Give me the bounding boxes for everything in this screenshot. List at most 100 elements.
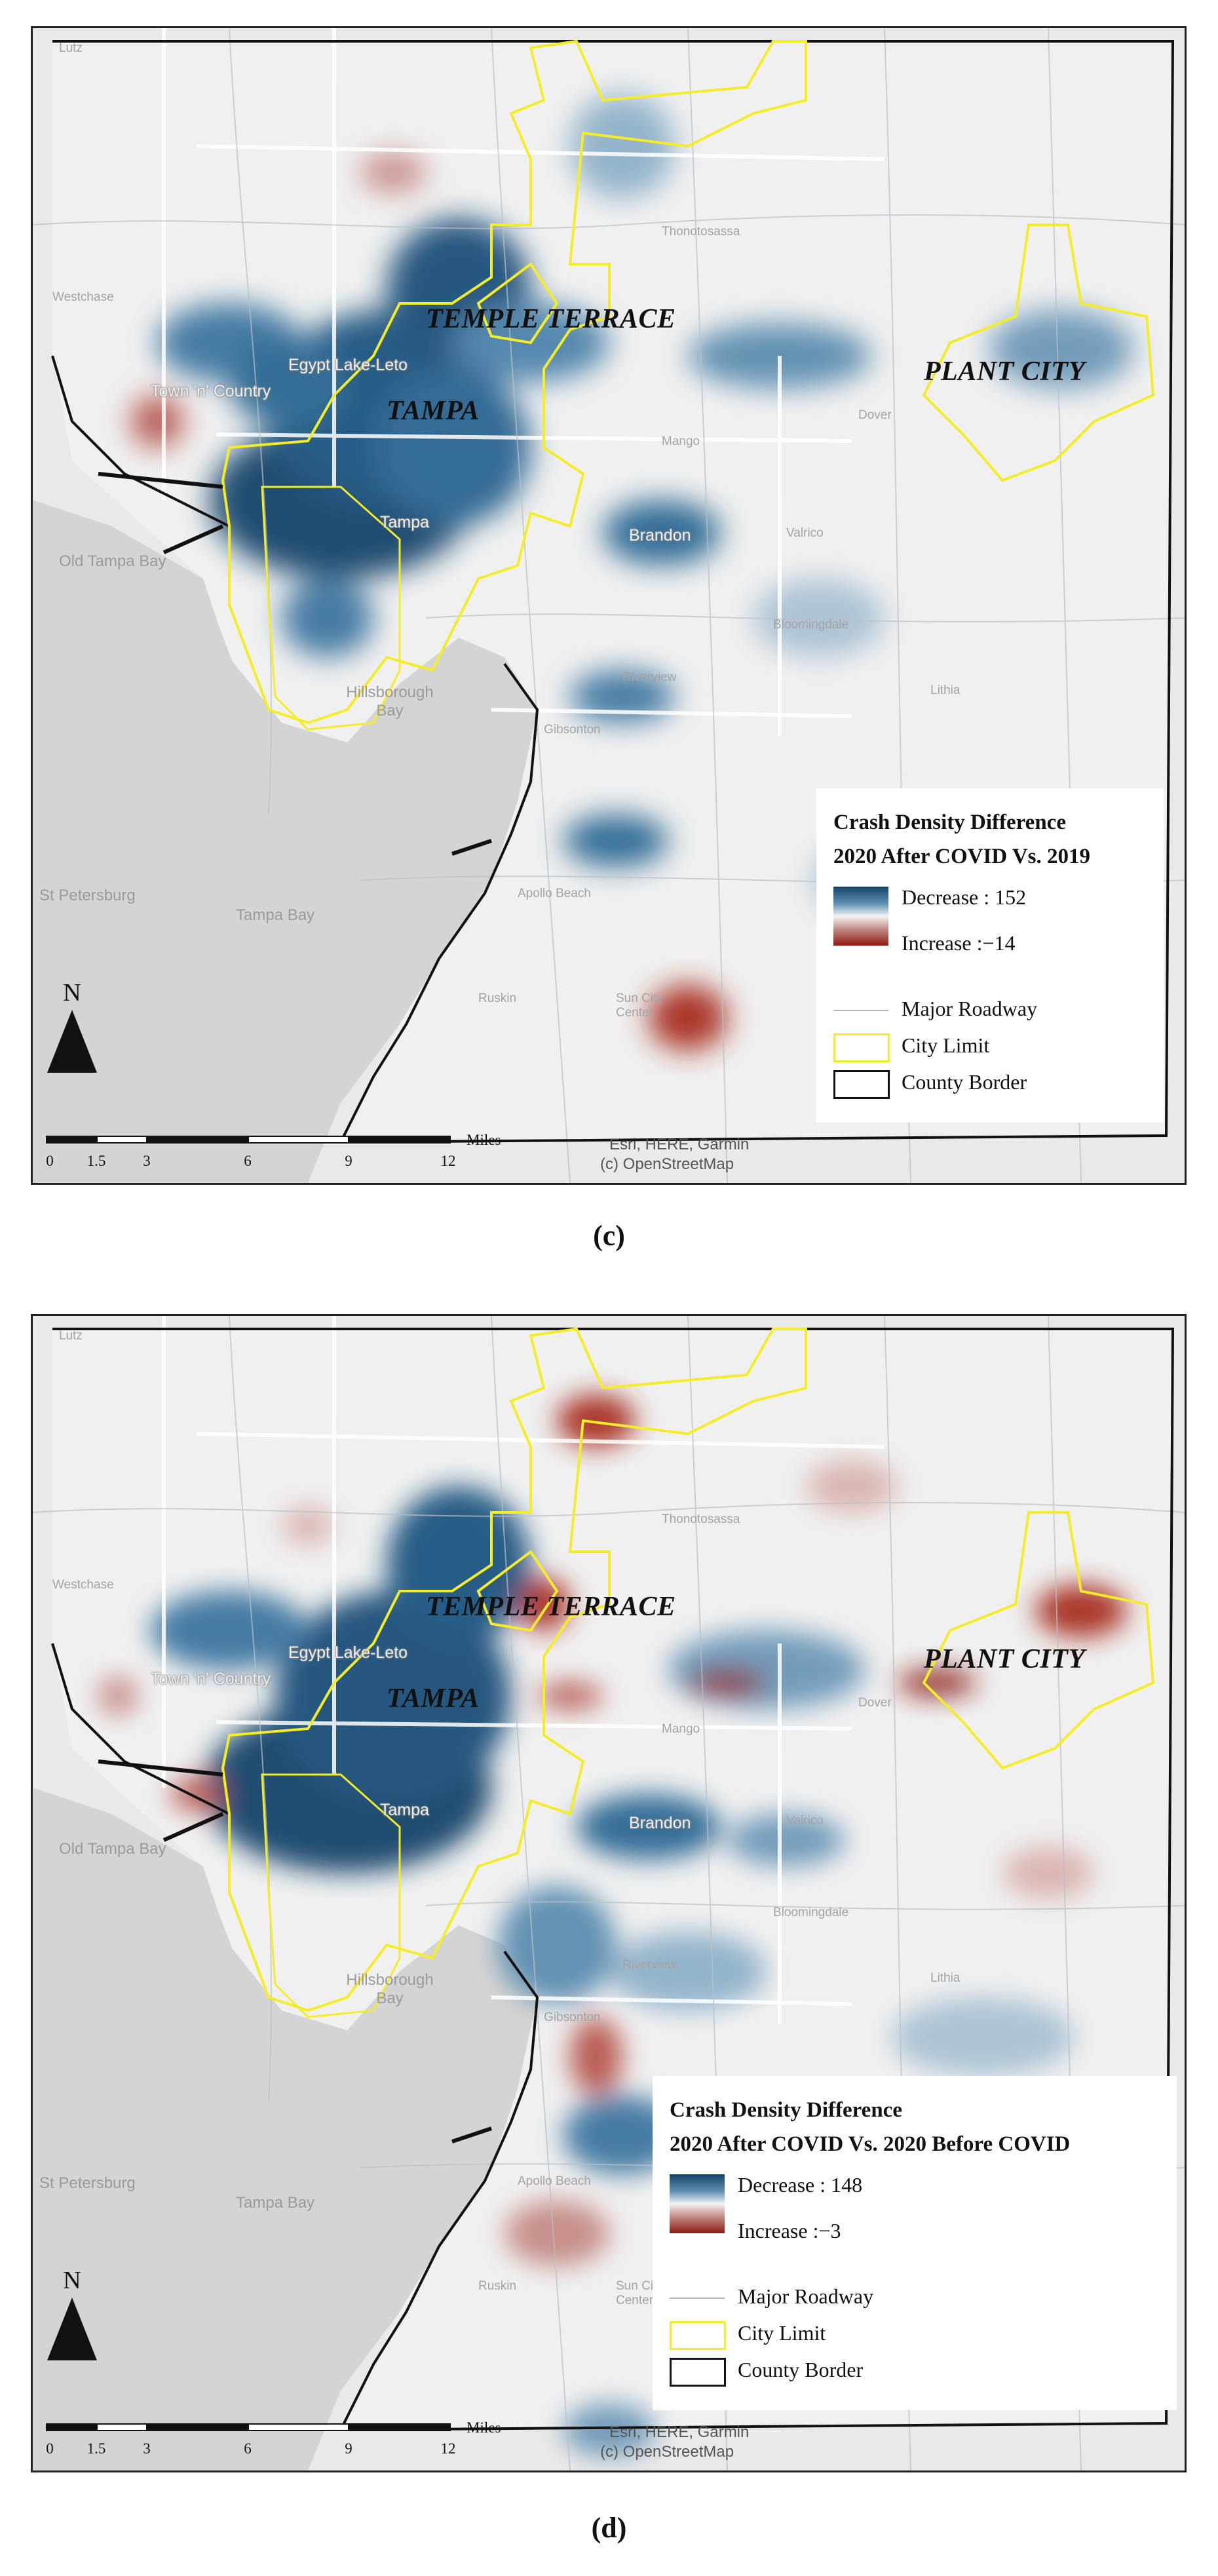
place-apollo-beach: Apollo Beach <box>518 887 591 900</box>
scale-tick: 1.5 <box>86 2440 106 2457</box>
scale-tick: 1.5 <box>86 1153 106 1169</box>
place-tampa: Tampa <box>380 1801 430 1819</box>
place-sun-city-center: Sun City Center <box>616 2279 663 2307</box>
place-westchase: Westchase <box>52 1578 114 1592</box>
causeways <box>98 1759 492 2143</box>
map-panel-c: Egypt Lake-Leto Town 'n' Country Tampa B… <box>31 26 1187 1185</box>
place-old-tampa-bay: Old Tampa Bay <box>59 1840 166 1858</box>
place-westchase: Westchase <box>52 290 114 304</box>
credit-line1: Esri, HERE, Garmin <box>609 1136 750 1153</box>
place-valrico: Valrico <box>786 1814 824 1828</box>
place-st-petersburg: St Petersburg <box>39 2174 136 2192</box>
legend-city-limit-symbol <box>670 2321 726 2350</box>
city-limits <box>221 39 1155 731</box>
city-label-plant-city: PLANT CITY <box>924 356 1086 387</box>
scale-tick: 6 <box>244 1153 252 1169</box>
city-label-tampa: TAMPA <box>387 1683 480 1714</box>
legend-title-line1: Crash Density Difference <box>670 2098 902 2122</box>
place-apollo-beach: Apollo Beach <box>518 2174 591 2188</box>
legend-color-ramp <box>833 887 888 946</box>
scale-tick: 0 <box>46 1153 54 1169</box>
legend-county-border: County Border <box>738 2358 864 2381</box>
scale-tick: 6 <box>244 2440 252 2457</box>
legend-increase-label: Increase :−14 <box>902 931 1016 955</box>
scale-bar: Miles 0 1.5 3 6 9 12 <box>46 2419 501 2457</box>
county-border <box>52 40 1175 1144</box>
legend-city-limit-symbol <box>833 1033 890 1062</box>
place-tampa-bay: Tampa Bay <box>236 906 315 924</box>
place-riverview: Riverview <box>622 670 677 684</box>
place-old-tampa-bay: Old Tampa Bay <box>59 552 166 570</box>
credit-line1: Esri, HERE, Garmin <box>609 2423 750 2441</box>
place-mango: Mango <box>662 1722 700 1736</box>
place-town-country: Town 'n' Country <box>151 382 271 400</box>
place-lutz: Lutz <box>59 41 83 55</box>
city-label-temple-terrace: TEMPLE TERRACE <box>426 1592 676 1622</box>
scale-tick: 3 <box>143 2440 151 2457</box>
scale-tick: 12 <box>440 1153 456 1169</box>
place-lutz: Lutz <box>59 1329 83 1343</box>
major-roadways <box>162 28 885 736</box>
place-st-petersburg: St Petersburg <box>39 887 136 904</box>
credit-line2: (c) OpenStreetMap <box>600 2443 734 2461</box>
coastline <box>51 1643 539 2431</box>
scale-tick: 3 <box>143 1153 151 1169</box>
causeways <box>98 472 492 856</box>
caption-d: (d) <box>591 2512 627 2544</box>
scale-tick: 9 <box>345 1153 352 1169</box>
place-tampa-bay: Tampa Bay <box>236 2194 315 2212</box>
legend: Crash Density Difference 2020 After COVI… <box>816 788 1164 1123</box>
place-thonotosassa: Thonotosassa <box>662 1512 740 1526</box>
place-dover: Dover <box>858 408 892 422</box>
legend: Crash Density Difference 2020 After COVI… <box>653 2076 1177 2410</box>
scale-tick: 12 <box>440 2440 456 2457</box>
legend-county-border-symbol <box>833 1070 890 1099</box>
place-egypt-lake: Egypt Lake-Leto <box>288 356 408 374</box>
major-roadways <box>162 1316 885 2024</box>
scale-unit: Miles <box>466 1132 501 1148</box>
legend-color-ramp <box>670 2174 725 2233</box>
city-limits <box>221 1327 1155 2018</box>
legend-major-roadway: Major Roadway <box>738 2284 874 2308</box>
legend-decrease-label: Decrease : 152 <box>902 885 1027 909</box>
place-mango: Mango <box>662 434 700 448</box>
place-brandon: Brandon <box>629 526 691 545</box>
place-tampa: Tampa <box>380 513 430 531</box>
legend-roadway-symbol <box>833 1010 888 1011</box>
place-dover: Dover <box>858 1696 892 1710</box>
place-ruskin: Ruskin <box>478 991 517 1005</box>
county-border <box>52 1328 1175 2431</box>
legend-county-border: County Border <box>902 1070 1027 1094</box>
north-arrow: N <box>46 978 98 1077</box>
north-arrow-icon <box>47 2297 97 2360</box>
legend-county-border-symbol <box>670 2358 726 2387</box>
north-label: N <box>63 2267 81 2294</box>
north-arrow-icon <box>47 1010 97 1073</box>
scale-tick: 0 <box>46 2440 54 2457</box>
place-ruskin: Ruskin <box>478 2279 517 2293</box>
north-arrow: N <box>46 2266 98 2364</box>
credit-line2: (c) OpenStreetMap <box>600 1155 734 1173</box>
place-sun-city-center: Sun City Center <box>616 991 663 1020</box>
place-bloomingdale: Bloomingdale <box>773 618 849 632</box>
legend-title-line2: 2020 After COVID Vs. 2019 <box>833 845 1091 868</box>
scale-tick: 9 <box>345 2440 352 2457</box>
legend-title-line2: 2020 After COVID Vs. 2020 Before COVID <box>670 2132 1071 2156</box>
place-hillsborough-bay: Hillsborough Bay <box>346 1971 434 2007</box>
legend-major-roadway: Major Roadway <box>902 997 1038 1020</box>
legend-increase-label: Increase :−3 <box>738 2219 841 2242</box>
legend-title-line1: Crash Density Difference <box>833 811 1066 834</box>
north-label: N <box>63 979 81 1007</box>
density-surface <box>98 1394 1127 2456</box>
coastline <box>51 355 539 1143</box>
place-valrico: Valrico <box>786 526 824 540</box>
caption-c: (c) <box>593 1220 625 1252</box>
scale-unit: Miles <box>466 2419 501 2436</box>
place-egypt-lake: Egypt Lake-Leto <box>288 1644 408 1662</box>
place-lithia: Lithia <box>930 683 961 697</box>
legend-city-limit: City Limit <box>902 1033 990 1057</box>
place-riverview: Riverview <box>622 1958 677 1972</box>
legend-roadway-symbol <box>670 2297 725 2299</box>
place-town-country: Town 'n' Country <box>151 1670 271 1688</box>
place-brandon: Brandon <box>629 1814 691 1832</box>
